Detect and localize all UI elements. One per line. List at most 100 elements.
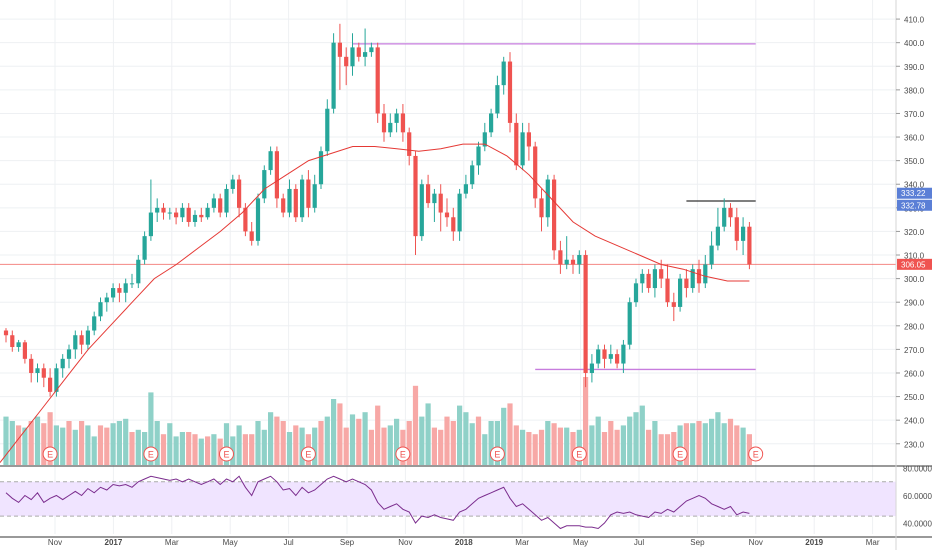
candle-body <box>545 179 550 218</box>
volume-bar <box>431 427 437 465</box>
volume-bar <box>727 418 734 465</box>
candle <box>123 278 128 303</box>
candle-body <box>570 259 576 265</box>
volume-bar <box>457 405 463 465</box>
candle <box>665 264 670 307</box>
candle <box>539 188 544 232</box>
candles <box>3 23 752 397</box>
volume-bar <box>142 432 148 465</box>
earnings-icon: E <box>672 446 688 462</box>
volume-bar <box>123 418 129 465</box>
price-tag-label: 333.22 <box>901 189 926 198</box>
candle-body <box>344 56 349 67</box>
time-tick-label: May <box>573 538 588 547</box>
volume-bar <box>324 416 330 465</box>
candle-body <box>375 47 380 114</box>
candle <box>218 193 223 218</box>
price-tick-label: 260.0 <box>904 369 925 378</box>
candle-body <box>640 273 645 284</box>
candle <box>533 141 538 208</box>
moving-average-line <box>0 143 750 463</box>
candle-body <box>659 269 664 279</box>
volume-bar <box>242 434 248 465</box>
volume-bar <box>715 412 721 465</box>
price-tick-label: 370.0 <box>904 110 925 119</box>
candle <box>186 203 191 227</box>
candle <box>3 328 9 343</box>
candle-body <box>696 269 702 284</box>
candle <box>117 283 122 303</box>
earnings-label: E <box>576 450 582 460</box>
candle-body <box>85 330 90 345</box>
price-axis[interactable]: 230.0 240.0 250.0 260.0 270.0 280.0 290.0 300.0… <box>895 0 932 550</box>
earnings-icon: E <box>219 446 234 462</box>
candle-body <box>615 354 620 364</box>
candle-body <box>747 226 752 265</box>
volume-bar <box>337 403 343 465</box>
candle <box>268 146 273 175</box>
candle-body <box>66 349 72 359</box>
candle-body <box>350 47 355 67</box>
candle <box>463 174 468 199</box>
earnings-icon: E <box>748 446 764 462</box>
candle <box>237 174 242 218</box>
candle <box>690 264 695 293</box>
candle-body <box>495 85 500 114</box>
candle <box>337 23 342 90</box>
rsi-band <box>0 481 896 517</box>
horizontal-lines <box>0 43 896 371</box>
candle-body <box>186 207 191 222</box>
candle <box>325 99 330 156</box>
candle <box>545 174 550 227</box>
volume-bar <box>135 429 141 465</box>
candle <box>230 174 235 194</box>
candle <box>262 165 267 204</box>
volume-bar <box>60 427 66 465</box>
volume-bar <box>22 427 28 465</box>
candle-body <box>627 302 632 345</box>
price-tick-label: 250.0 <box>904 393 925 402</box>
volume-bar <box>412 385 419 465</box>
volume-bar <box>564 427 570 465</box>
candle-body <box>438 193 443 213</box>
candle <box>715 207 720 251</box>
candle-body <box>457 193 462 232</box>
candle-body <box>715 226 720 246</box>
candle-body <box>60 358 65 369</box>
earnings-circle <box>571 446 587 462</box>
candle <box>627 297 632 350</box>
time-tick-label: Nov <box>749 538 763 547</box>
volume-bar <box>633 412 639 465</box>
price-tag-bg <box>897 187 932 199</box>
time-axis[interactable]: Nov 2017 Mar May Jul Sep Nov 2018 Mar May Jul Sep No… <box>48 538 880 547</box>
volume-bar <box>570 432 576 465</box>
candle-body <box>29 358 34 373</box>
candle <box>678 273 683 312</box>
candle-body <box>589 363 594 373</box>
candle <box>621 339 626 373</box>
candle-body <box>734 217 739 241</box>
candle <box>501 56 506 95</box>
candle <box>615 349 620 369</box>
candle <box>111 283 116 303</box>
candle-body <box>211 198 216 208</box>
candle <box>728 203 733 227</box>
volume-bar <box>614 429 620 465</box>
candle <box>293 184 298 222</box>
volume-bar <box>249 434 255 465</box>
candle <box>646 269 651 293</box>
candle <box>85 325 90 350</box>
candle-body <box>243 207 248 232</box>
volume-bar <box>513 425 519 465</box>
candle <box>129 273 135 289</box>
volume-bar <box>551 423 557 465</box>
volume-bar <box>104 427 110 465</box>
candle <box>438 184 443 232</box>
candle-body <box>501 61 506 86</box>
volume-bar <box>223 423 230 465</box>
candle <box>148 179 153 241</box>
volume-bar <box>331 399 337 465</box>
candle-body <box>318 151 324 185</box>
